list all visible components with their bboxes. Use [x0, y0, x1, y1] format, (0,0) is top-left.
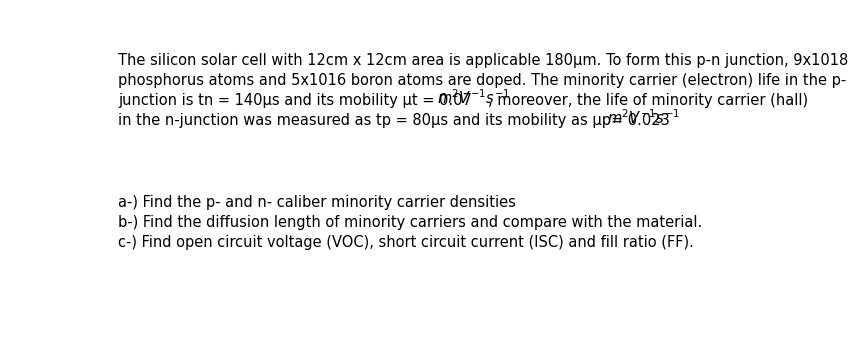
- Text: The silicon solar cell with 12cm x 12cm area is applicable 180μm. To form this p: The silicon solar cell with 12cm x 12cm …: [118, 53, 848, 68]
- Text: junction is tn = 140μs and its mobility μt = 0.07: junction is tn = 140μs and its mobility …: [118, 93, 472, 108]
- Text: phosphorus atoms and 5x1016 boron atoms are doped. The minority carrier (electro: phosphorus atoms and 5x1016 boron atoms …: [118, 73, 847, 88]
- Text: $m^2V^{-1}s^{-1}$: $m^2V^{-1}s^{-1}$: [437, 88, 511, 107]
- Text: , moreover, the life of minority carrier (hall): , moreover, the life of minority carrier…: [488, 93, 808, 108]
- Text: b-) Find the diffusion length of minority carriers and compare with the material: b-) Find the diffusion length of minorit…: [118, 215, 702, 230]
- Text: a-) Find the p- and n- caliber minority carrier densities: a-) Find the p- and n- caliber minority …: [118, 195, 516, 210]
- Text: in the n-junction was measured as tp = 80μs and its mobility as μp= 0.023: in the n-junction was measured as tp = 8…: [118, 112, 679, 127]
- Text: $m^2V^{-1}s^{-1}$: $m^2V^{-1}s^{-1}$: [607, 108, 680, 127]
- Text: c-) Find open circuit voltage (VOC), short circuit current (ISC) and fill ratio : c-) Find open circuit voltage (VOC), sho…: [118, 235, 694, 250]
